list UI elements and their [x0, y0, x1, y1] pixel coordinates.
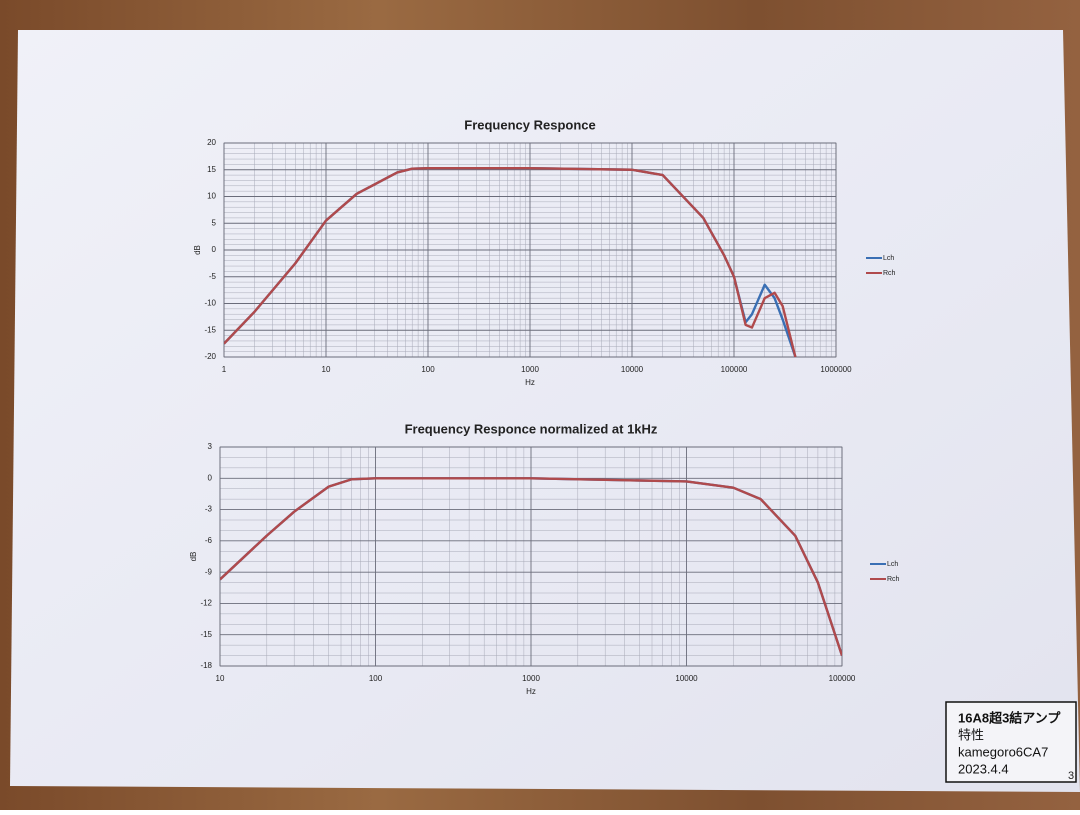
y-tick-label: -5 — [209, 272, 217, 281]
x-tick-label: 100000 — [721, 365, 748, 374]
y-tick-label: -12 — [200, 599, 212, 608]
x-tick-label: 100000 — [829, 674, 856, 683]
legend-label: Rch — [887, 576, 900, 583]
y-tick-label: -6 — [205, 536, 213, 545]
y-tick-label: 20 — [207, 138, 216, 147]
chart-title: Frequency Responce — [464, 117, 596, 132]
chart-title: Frequency Responce normalized at 1kHz — [405, 421, 658, 436]
x-tick-label: 1000000 — [820, 365, 852, 374]
y-axis-label: dB — [193, 245, 202, 255]
y-axis-label: dB — [189, 552, 198, 562]
y-tick-label: 3 — [208, 442, 213, 451]
y-tick-label: -9 — [205, 567, 213, 576]
series-line — [224, 166, 797, 358]
x-tick-label: 1000 — [521, 365, 539, 374]
paper — [10, 30, 1080, 792]
x-axis-label: Hz — [525, 378, 535, 387]
x-axis-label: Hz — [526, 687, 536, 696]
y-tick-label: 0 — [212, 245, 217, 254]
x-tick-label: 10000 — [675, 674, 698, 683]
y-tick-label: 0 — [208, 473, 213, 482]
x-tick-label: 100 — [369, 674, 383, 683]
x-tick-label: 10 — [322, 365, 331, 374]
chart: -20 -15 -10 -5 0 5 10 15 20 1 10 100 1000 10000 100000… — [193, 117, 895, 387]
y-tick-label: -20 — [204, 352, 216, 361]
note-line: 16A8超3結アンプ — [958, 710, 1061, 725]
y-tick-label: -10 — [204, 299, 216, 308]
y-tick-label: 5 — [212, 218, 217, 227]
y-tick-label: 10 — [207, 192, 216, 201]
legend-label: Rch — [883, 270, 896, 277]
y-tick-label: 15 — [207, 165, 216, 174]
y-tick-label: -18 — [200, 661, 212, 670]
y-tick-label: -15 — [200, 630, 212, 639]
x-tick-label: 100 — [421, 365, 435, 374]
legend-label: Lch — [887, 561, 898, 568]
x-tick-label: 10 — [216, 674, 225, 683]
y-tick-label: -3 — [205, 505, 213, 514]
note-box — [945, 701, 1077, 783]
series-line — [220, 477, 842, 656]
note-line: 2023.4.4 — [958, 761, 1009, 776]
chart: -18 -15 -12 -9 -6 -3 0 3 10 100 1000 10000 100000 Fre… — [189, 421, 899, 696]
legend-label: Lch — [883, 255, 894, 262]
x-tick-label: 1000 — [522, 674, 540, 683]
x-tick-label: 10000 — [621, 365, 644, 374]
page-number: 3 — [1068, 770, 1074, 782]
note-line: 特性 — [958, 727, 984, 742]
y-tick-label: -15 — [204, 325, 216, 334]
note-line: kamegoro6CA7 — [958, 744, 1048, 759]
x-tick-label: 1 — [222, 365, 227, 374]
